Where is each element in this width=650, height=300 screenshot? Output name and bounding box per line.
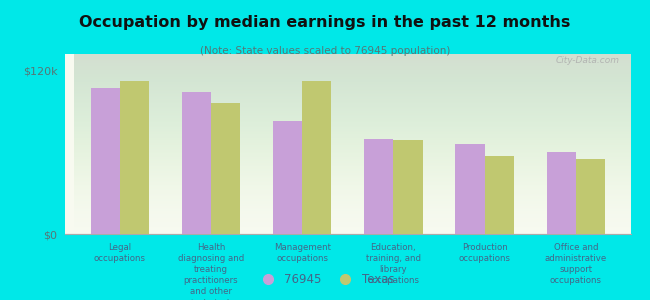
Bar: [393, 140, 422, 234]
Bar: [364, 139, 393, 234]
Bar: [182, 92, 211, 234]
Bar: [211, 103, 240, 234]
Bar: [484, 156, 514, 234]
Bar: [90, 88, 120, 234]
Bar: [576, 159, 605, 234]
Text: Occupation by median earnings in the past 12 months: Occupation by median earnings in the pas…: [79, 15, 571, 30]
Bar: [456, 144, 484, 234]
Bar: [273, 121, 302, 234]
Text: City-Data.com: City-Data.com: [555, 56, 619, 65]
Bar: [120, 81, 149, 234]
Bar: [547, 152, 576, 234]
Bar: [302, 81, 332, 234]
Text: (Note: State values scaled to 76945 population): (Note: State values scaled to 76945 popu…: [200, 46, 450, 56]
Legend: 76945, Texas: 76945, Texas: [251, 269, 399, 291]
